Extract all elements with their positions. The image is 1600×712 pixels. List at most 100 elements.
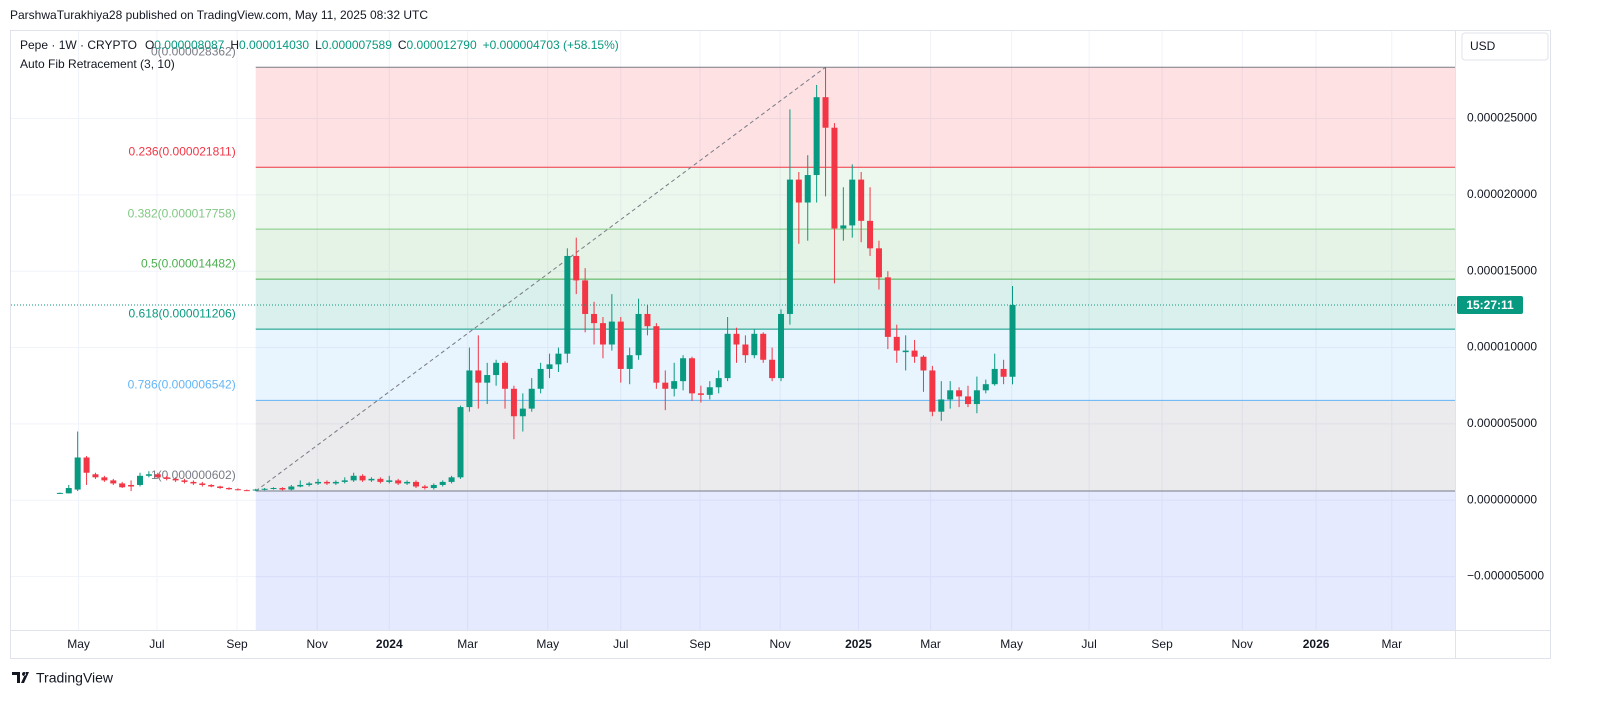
candle-body [831,127,838,229]
candle-body [671,381,678,389]
candle-body [439,481,446,485]
candle-body [83,457,90,473]
fib-level-label: 0.236(0.000021811) [129,144,236,158]
candle-body [145,474,152,476]
x-tick-label: May [67,637,90,651]
candle-body [74,457,81,490]
candle-body [1009,304,1016,377]
logo-mark [12,672,29,683]
candle-body [849,179,856,226]
fib-zone-extension [255,491,1456,630]
x-tick-label: May [536,637,559,651]
candle-body [199,483,206,485]
candle-body [742,344,749,356]
candle-body [537,368,544,389]
candle-body [778,313,785,379]
candle-body [154,474,161,478]
currency: USD [1470,39,1496,53]
candle-body [608,321,615,345]
x-tick-label: Nov [769,637,790,651]
candle-body [929,370,936,412]
candle-body [858,179,865,221]
x-tick-label: Sep [226,637,248,651]
candle-body [457,407,464,478]
candle-body [555,353,562,365]
x-tick-label: Mar [920,637,941,651]
x-tick-label: 2026 [1303,637,1330,651]
candle-body [110,480,117,484]
legend-key: L [315,38,322,52]
candle-body [680,358,687,382]
candle-body [697,393,704,395]
candle-body [297,484,304,487]
candle-body [493,362,500,376]
candle-body [733,333,740,345]
candle-body [964,396,971,405]
y-tick-label: 0.000020000 [1467,187,1537,201]
candle-body [484,375,491,383]
legend-value: 0.000014030 [239,38,309,52]
candle-body [190,481,197,484]
legend-symbol: Pepe · 1W · CRYPTO [20,38,137,52]
candle-body [323,481,330,484]
y-tick-label: 0.000025000 [1467,111,1537,125]
candle-body [769,359,776,379]
fib-zone [255,279,1456,330]
candle-body [982,384,989,391]
x-tick-label: Nov [1232,637,1253,651]
candle-body [706,387,713,395]
fib-level-label: 0.786(0.000006542) [128,378,236,392]
candle-body [350,475,357,481]
candle-body [920,356,927,371]
candle-body [252,489,259,491]
candle-body [947,390,954,400]
candle-body [724,333,731,379]
candle-body [475,370,482,383]
candle-body [840,225,847,229]
candle-body [991,368,998,385]
candle-body [430,484,437,489]
candle-body [875,248,882,278]
candle-body [617,321,624,369]
x-tick-label: Sep [1151,637,1173,651]
candle-body [760,333,767,360]
fib-level-label: 0.618(0.000011206) [129,306,236,320]
candle-body [795,179,802,203]
currency-box[interactable] [1461,32,1549,61]
candle-body [884,277,891,337]
x-tick-label: Nov [306,637,327,651]
candle-body [911,350,918,357]
candle-body [804,175,811,203]
candle-body [662,382,669,389]
fib-level-label: 0.382(0.000017758) [128,206,236,220]
legend-key: C [398,38,407,52]
candle-body [591,313,598,324]
x-tick-label: May [1000,637,1023,651]
candle-body [65,488,72,494]
fib-zone [255,67,1456,168]
logo: TradingView [12,670,114,686]
y-tick-label: 0.000015000 [1467,263,1537,277]
candle-body [101,477,108,481]
candle-body [404,481,411,484]
candle-body [412,481,419,487]
candle-body [136,475,143,485]
candle-body [938,399,945,412]
candle-body [92,474,99,478]
candle-body [386,480,393,482]
x-tick-label: Jul [613,637,628,651]
candle-body [635,313,642,356]
candle-body [466,370,473,408]
candle-body [688,358,695,394]
candle-body [973,390,980,405]
legend-key: H [230,38,239,52]
candle-body [644,313,651,327]
x-tick-label: 2025 [845,637,872,651]
legend-value: 0.000012790 [407,38,477,52]
legend-value: 0.000007589 [322,38,392,52]
candle-body [217,486,224,489]
candle-body [751,333,758,356]
x-tick-label: Mar [457,637,478,651]
